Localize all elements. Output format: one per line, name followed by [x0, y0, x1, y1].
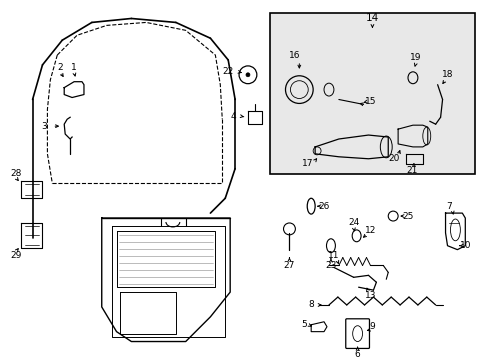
Text: 11: 11 [327, 251, 339, 260]
FancyBboxPatch shape [345, 319, 369, 348]
Text: 26: 26 [318, 202, 329, 211]
Text: 6: 6 [354, 350, 360, 359]
Text: 15: 15 [364, 97, 375, 106]
Text: 14: 14 [365, 13, 378, 23]
Text: 8: 8 [307, 301, 313, 310]
Text: 21: 21 [406, 166, 417, 175]
Text: 17: 17 [301, 159, 312, 168]
Text: 5: 5 [301, 320, 306, 329]
Text: 27: 27 [283, 261, 295, 270]
Text: 3: 3 [41, 122, 47, 131]
Text: 4: 4 [230, 112, 236, 121]
Circle shape [245, 73, 249, 77]
Text: 13: 13 [364, 291, 375, 300]
Text: 1: 1 [71, 63, 77, 72]
Text: 20: 20 [387, 154, 399, 163]
Text: 7: 7 [446, 202, 451, 211]
Text: 18: 18 [441, 70, 452, 79]
Bar [269, 13, 474, 174]
Text: 22: 22 [222, 67, 233, 76]
Text: 28: 28 [10, 169, 21, 178]
Text: 24: 24 [347, 219, 359, 228]
Text: 2: 2 [57, 63, 63, 72]
Text: 19: 19 [409, 54, 421, 63]
Text: 12: 12 [364, 226, 375, 235]
Text: 29: 29 [10, 251, 21, 260]
Text: 10: 10 [459, 241, 470, 250]
Text: 23: 23 [325, 261, 336, 270]
Text: 25: 25 [402, 212, 413, 221]
Text: 9: 9 [369, 322, 375, 331]
Text: 16: 16 [288, 50, 300, 59]
